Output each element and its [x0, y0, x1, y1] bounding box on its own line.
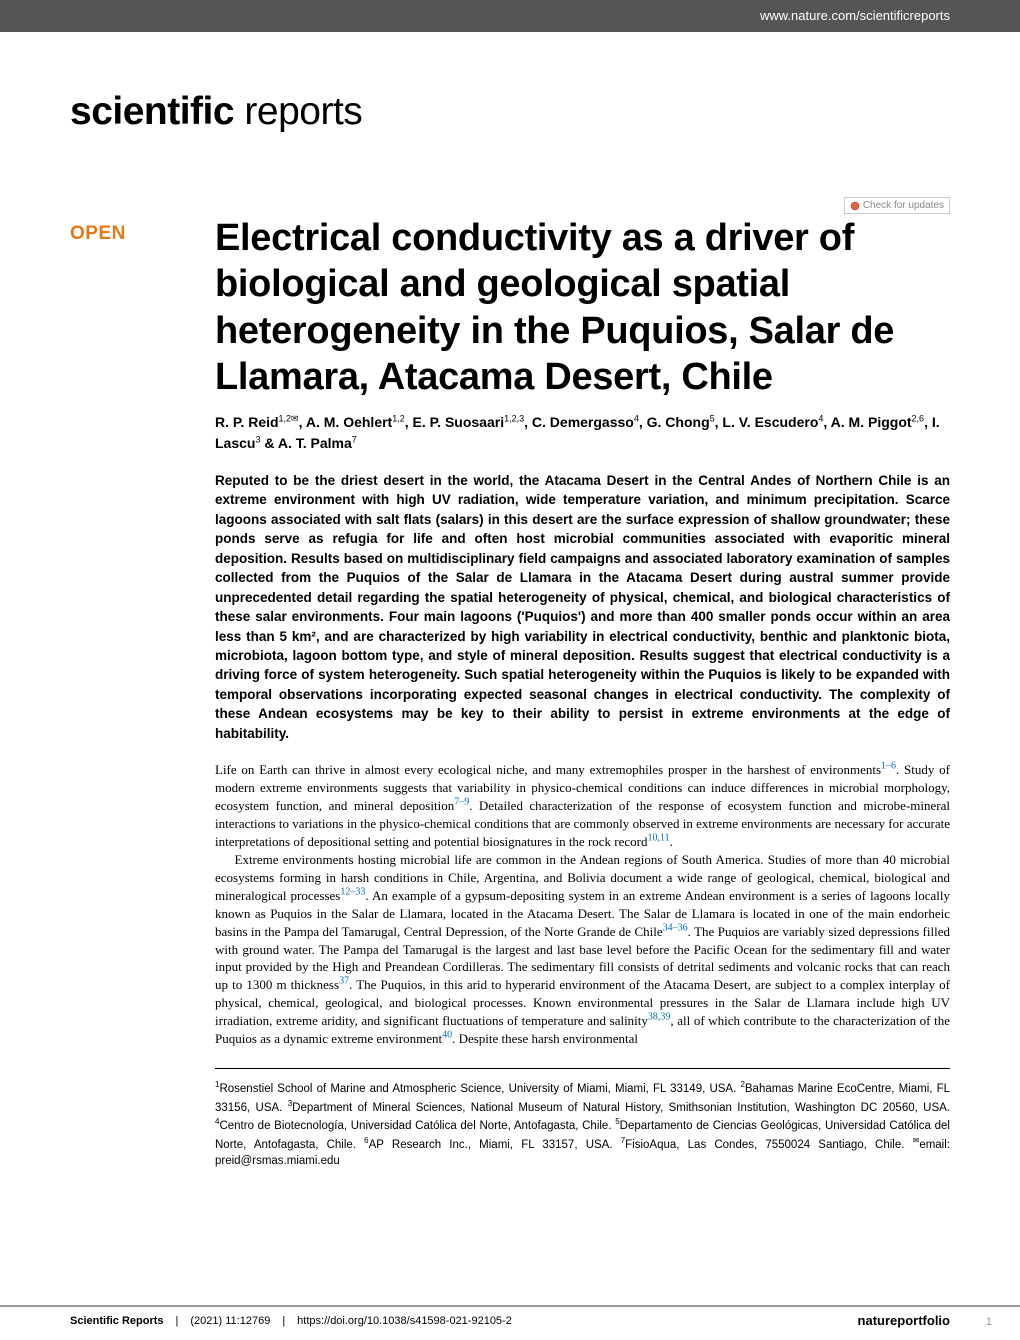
footer-pipe2: | [282, 1315, 285, 1327]
article-title: Electrical conductivity as a driver of b… [215, 215, 950, 400]
main-content: OPEN Electrical conductivity as a driver… [70, 215, 950, 1170]
ref-link-6[interactable]: 37 [339, 976, 349, 987]
ref-link-5[interactable]: 34–36 [663, 922, 688, 933]
header-bar: www.nature.com/scientificreports [0, 0, 1020, 32]
affiliations: 1Rosenstiel School of Marine and Atmosph… [215, 1068, 950, 1170]
ref-link-8[interactable]: 40 [442, 1030, 452, 1041]
para1-d: . [670, 834, 673, 849]
ref-link-3[interactable]: 10,11 [648, 833, 670, 844]
para2-f: . Despite these harsh environmental [452, 1031, 638, 1046]
ref-link-4[interactable]: 12–33 [340, 886, 365, 897]
para1-a: Life on Earth can thrive in almost every… [215, 762, 881, 777]
ref-link-1[interactable]: 1–6 [881, 761, 896, 772]
footer-pipe: | [176, 1315, 179, 1327]
body-text: Life on Earth can thrive in almost every… [215, 761, 950, 1048]
footer-issue: (2021) 11:12769 [190, 1315, 270, 1327]
journal-brand: scientific reports [70, 90, 362, 134]
check-updates-button[interactable]: Check for updates [844, 197, 950, 214]
author-list: R. P. Reid1,2✉, A. M. Oehlert1,2, E. P. … [215, 412, 950, 453]
brand-light: reports [244, 90, 362, 133]
footer-left: Scientific Reports | (2021) 11:12769 | h… [70, 1315, 512, 1327]
open-access-badge: OPEN [70, 223, 126, 245]
check-updates-icon [850, 201, 860, 211]
abstract: Reputed to be the driest desert in the w… [215, 471, 950, 743]
check-updates-label: Check for updates [863, 200, 944, 211]
footer: Scientific Reports | (2021) 11:12769 | h… [0, 1305, 1020, 1328]
page-number: 1 [986, 1316, 992, 1328]
publisher-light: portfolio [897, 1313, 950, 1328]
brand-bold: scientific [70, 90, 234, 133]
publisher-bold: nature [858, 1313, 898, 1328]
footer-journal: Scientific Reports [70, 1315, 164, 1327]
header-url: www.nature.com/scientificreports [760, 8, 950, 23]
footer-publisher: natureportfolio [858, 1313, 950, 1328]
footer-doi[interactable]: https://doi.org/10.1038/s41598-021-92105… [297, 1315, 512, 1327]
ref-link-2[interactable]: 7–9 [454, 797, 469, 808]
ref-link-7[interactable]: 38,39 [648, 1012, 671, 1023]
